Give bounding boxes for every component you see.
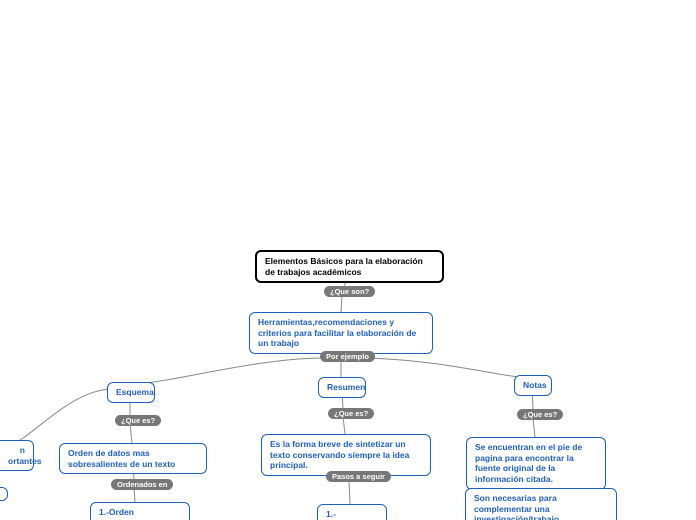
label-ordenados-en: Ordenados en bbox=[111, 479, 173, 490]
node-orden-list[interactable]: 1.-Orden cronológico 2.-Orden temático bbox=[90, 502, 190, 520]
node-herramientas[interactable]: Herramientas,recomendaciones y criterios… bbox=[249, 312, 433, 354]
label-que-son: ¿Que son? bbox=[324, 286, 375, 297]
label-que-es-notas: ¿Que es? bbox=[517, 409, 563, 420]
node-partial-left-1[interactable]: n ortantes bbox=[0, 440, 34, 471]
node-notas-def[interactable]: Se encuentran en el pie de pagina para e… bbox=[466, 437, 606, 490]
node-partial-left-2[interactable] bbox=[0, 487, 8, 501]
node-notas[interactable]: Notas bbox=[514, 375, 552, 396]
node-resumen-def[interactable]: Es la forma breve de sintetizar un texto… bbox=[261, 434, 431, 476]
label-pasos: Pasos a seguir bbox=[326, 471, 391, 482]
label-que-es-resumen: ¿Que es? bbox=[328, 408, 374, 419]
node-notas-extra[interactable]: Son necesarias para complementar una inv… bbox=[465, 488, 617, 520]
node-resumen[interactable]: Resumen bbox=[318, 377, 366, 398]
root-node[interactable]: Elementos Básicos para la elaboración de… bbox=[255, 250, 444, 283]
node-esquema[interactable]: Esquema bbox=[107, 382, 155, 403]
label-por-ejemplo: Por ejemplo bbox=[320, 351, 375, 362]
label-que-es-esquema: ¿Que es? bbox=[115, 415, 161, 426]
node-comprender[interactable]: 1.-Comprender 2.-Seleccionar bbox=[317, 504, 387, 520]
node-esquema-def[interactable]: Orden de datos mas sobresalientes de un … bbox=[59, 443, 207, 474]
